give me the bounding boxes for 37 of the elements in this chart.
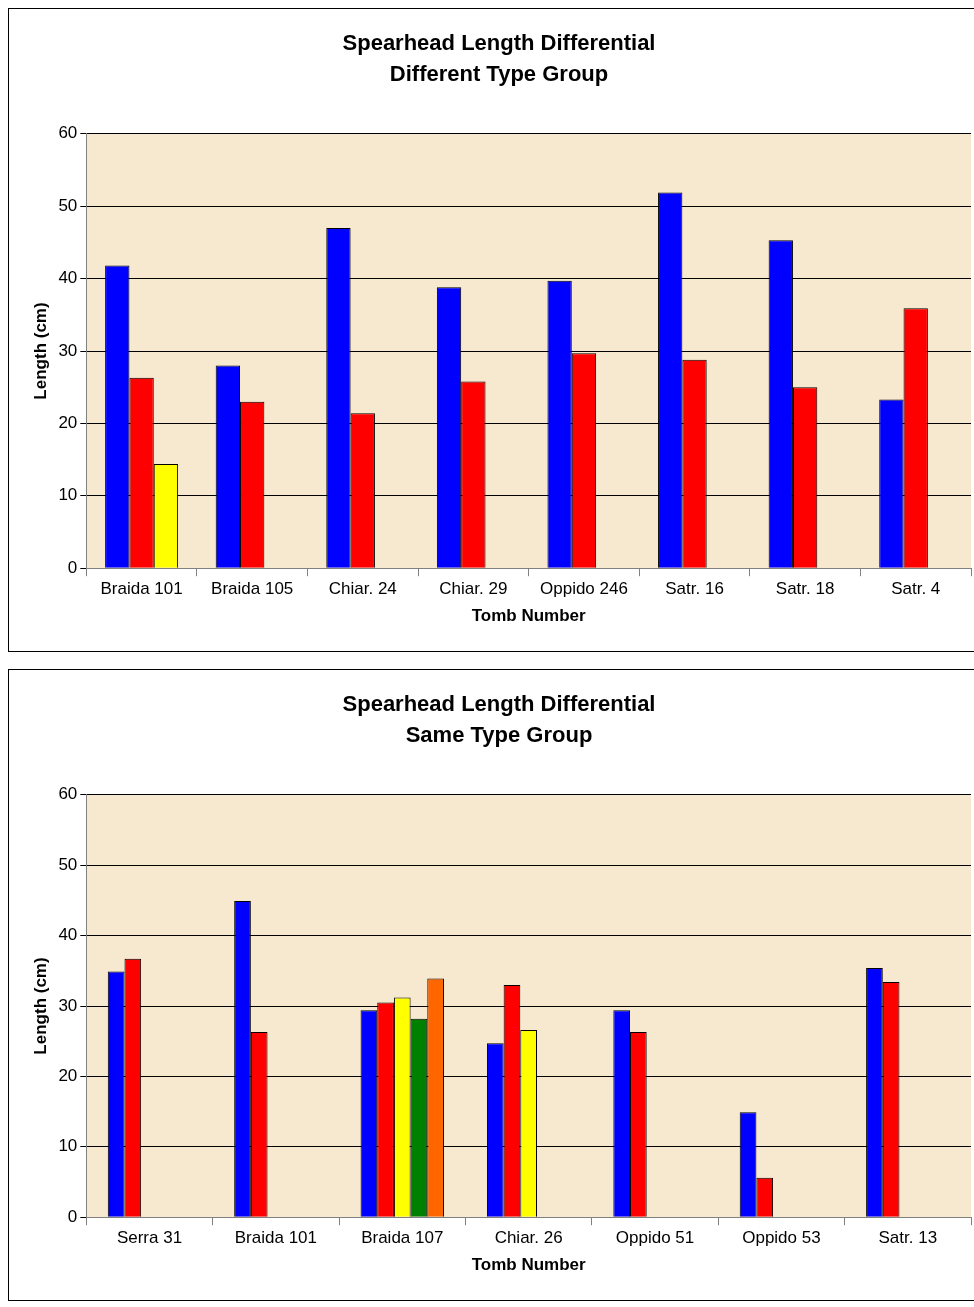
y-tick-label: 20: [58, 413, 78, 433]
x-tick-label: Braida 105: [211, 579, 294, 599]
y-tick-label: 10: [58, 1136, 78, 1156]
y-tick-label: 50: [58, 854, 78, 874]
x-tick-label: Serra 31: [116, 1228, 183, 1248]
y-tick-label: 0: [67, 1206, 78, 1226]
y-tick-label: 30: [58, 995, 78, 1015]
x-tick-label: Chiar. 29: [439, 579, 508, 599]
x-tick-label: Braida 101: [234, 1228, 317, 1248]
y-tick-label: 40: [58, 925, 78, 945]
x-tick-label: Oppido 51: [615, 1228, 695, 1248]
y-tick-label: 0: [67, 557, 78, 577]
y-axis-title: Length (cm): [30, 302, 50, 400]
x-tick-label: Braida 107: [361, 1228, 444, 1248]
y-tick-label: 40: [58, 268, 78, 288]
y-tick-label: 20: [58, 1066, 78, 1086]
x-tick-label: Oppido 53: [742, 1228, 821, 1248]
x-tick-label: Chiar. 26: [494, 1228, 563, 1248]
chart-subtitle: Different Type Group: [389, 60, 609, 86]
y-axis-title: Length (cm): [30, 957, 50, 1055]
x-tick-label: Satr. 18: [775, 579, 835, 599]
y-tick-label: 60: [58, 123, 78, 143]
x-tick-label: Oppido 246: [539, 579, 628, 599]
x-axis-title: Tomb Number: [471, 606, 587, 626]
x-tick-label: Satr. 13: [878, 1228, 938, 1248]
x-tick-label: Chiar. 24: [328, 579, 397, 599]
y-tick-label: 50: [58, 195, 78, 215]
x-axis-title: Tomb Number: [471, 1255, 587, 1275]
y-tick-label: 60: [58, 784, 78, 804]
chart-subtitle: Same Type Group: [405, 721, 593, 747]
x-tick-label: Satr. 16: [665, 579, 724, 599]
y-tick-label: 30: [58, 340, 78, 360]
x-tick-label: Satr. 4: [891, 579, 941, 599]
chart-title: Spearhead Length Differential: [342, 30, 656, 56]
x-tick-label: Braida 101: [100, 579, 183, 599]
chart-title: Spearhead Length Differential: [342, 691, 656, 717]
y-tick-label: 10: [58, 485, 78, 505]
